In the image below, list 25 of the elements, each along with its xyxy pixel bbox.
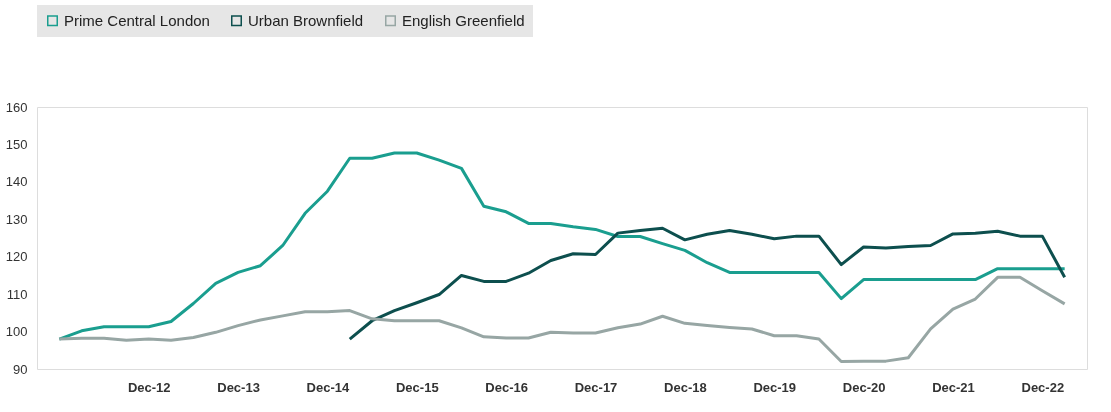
line-series [57,275,1067,364]
x-tick-label: Dec-13 [217,379,260,395]
y-tick-label: 140 [5,174,28,190]
legend-label: English Greenfield [402,11,525,29]
x-tick-label: Dec-16 [485,379,528,395]
legend-label: Prime Central London [64,11,210,29]
x-tick-label: Dec-19 [753,379,797,395]
y-tick-label: 110 [6,286,28,302]
x-tick-label: Dec-15 [395,379,439,395]
y-tick-label: 100 [5,324,28,340]
x-tick-label: Dec-21 [932,379,975,395]
x-tick-label: Dec-17 [574,379,618,395]
y-tick-label: 150 [5,136,28,152]
x-tick-label: Dec-20 [842,379,886,395]
y-tick-label: 160 [5,99,28,115]
line-series [348,226,1067,341]
y-tick-label: 120 [5,249,28,265]
x-tick-label: Dec-22 [1021,379,1065,395]
x-tick-label: Dec-14 [306,379,351,395]
legend-label: Urban Brownfield [248,11,364,29]
x-tick-label: Dec-12 [127,379,171,395]
x-tick-label: Dec-18 [664,379,707,395]
y-tick-label: 90 [13,361,28,377]
line-series [57,151,1067,341]
y-tick-label: 130 [5,211,28,227]
